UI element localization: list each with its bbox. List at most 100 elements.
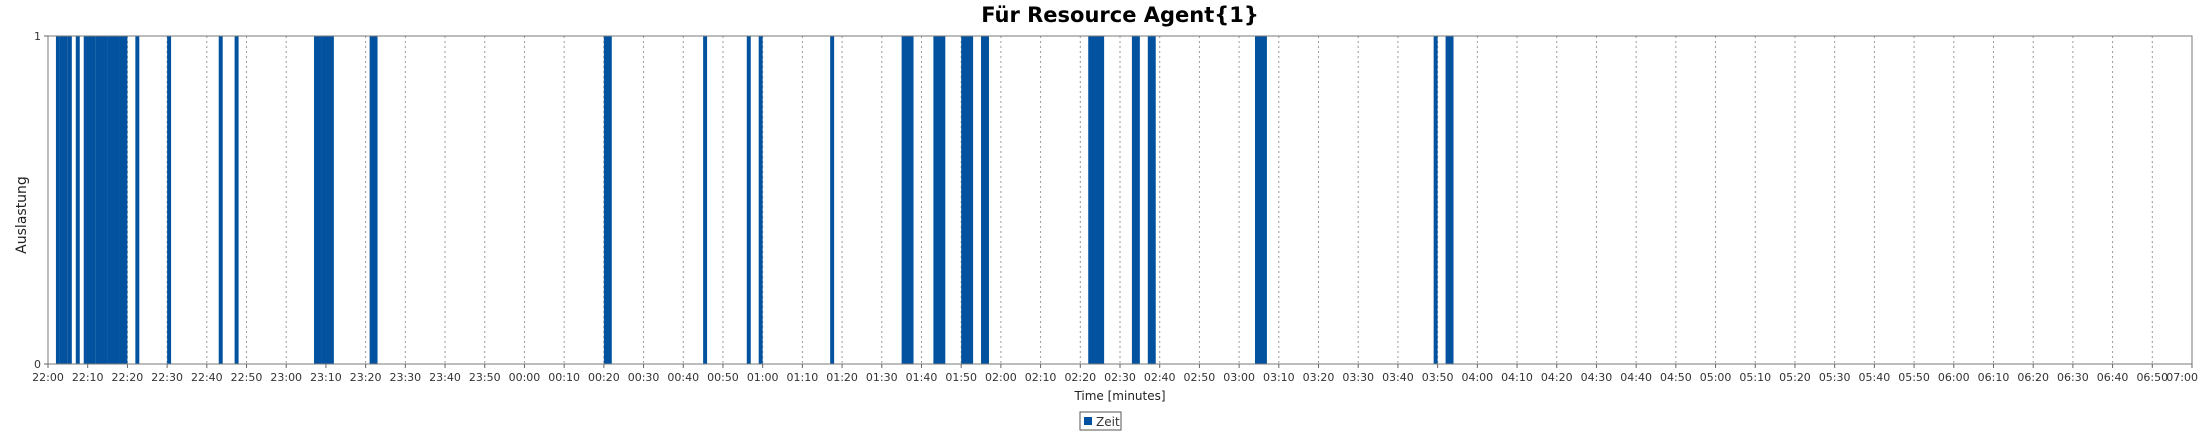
bar (1147, 36, 1156, 364)
x-tick-label: 05:30 (1819, 371, 1851, 384)
bar (1445, 36, 1454, 364)
bar (1433, 36, 1438, 364)
plot-area (48, 36, 2192, 364)
x-axis-label: Time [minutes] (1073, 389, 1165, 403)
x-tick-label: 01:50 (945, 371, 977, 384)
x-tick-label: 04:30 (1581, 371, 1613, 384)
x-tick-label: 00:40 (667, 371, 699, 384)
x-tick-label: 05:40 (1859, 371, 1891, 384)
bar (107, 36, 120, 364)
x-tick-label: 04:40 (1620, 371, 1652, 384)
x-tick-label: 03:10 (1263, 371, 1295, 384)
x-tick-label: 06:20 (2017, 371, 2049, 384)
x-tick-label: 23:10 (310, 371, 342, 384)
bar (75, 36, 80, 364)
x-tick-label: 23:40 (429, 371, 461, 384)
x-tick-label: 22:10 (72, 371, 104, 384)
x-tick-label: 06:30 (2057, 371, 2089, 384)
x-tick-label: 06:10 (1978, 371, 2010, 384)
bar (603, 36, 612, 364)
x-tick-label: 01:20 (826, 371, 858, 384)
bar (901, 36, 914, 364)
x-tick-label: 05:50 (1898, 371, 1930, 384)
x-tick-label: 04:50 (1660, 371, 1692, 384)
bar (369, 36, 378, 364)
x-tick-label: 02:50 (1184, 371, 1216, 384)
chart-title: Für Resource Agent{1} (981, 3, 1259, 27)
bar (55, 36, 60, 364)
legend-box (1079, 411, 1122, 431)
bar (1131, 36, 1140, 364)
x-tick-label: 00:00 (509, 371, 541, 384)
x-tick-label: 02:00 (985, 371, 1017, 384)
x-tick-label: 02:40 (1144, 371, 1176, 384)
bar (1088, 36, 1105, 364)
bar (314, 36, 322, 364)
x-tick-label: 03:20 (1303, 371, 1335, 384)
bar (1254, 36, 1267, 364)
x-tick-label: 01:00 (747, 371, 779, 384)
x-tick-label: 05:00 (1700, 371, 1732, 384)
y-tick-label: 1 (34, 30, 41, 43)
x-tick-label: 05:10 (1739, 371, 1771, 384)
x-tick-label: 23:00 (270, 371, 302, 384)
bar (746, 36, 751, 364)
x-tick-label: 01:10 (787, 371, 819, 384)
x-tick-label: 05:20 (1779, 371, 1811, 384)
x-tick-label: 06:50 (2136, 371, 2168, 384)
x-tick-label: 00:10 (548, 371, 580, 384)
x-tick-label: 22:50 (231, 371, 263, 384)
x-tick-label: 22:20 (112, 371, 144, 384)
bar (83, 36, 96, 364)
plot-background (48, 36, 2192, 364)
bar (321, 36, 334, 364)
bar (119, 36, 128, 364)
x-tick-label: 07:00 (2166, 371, 2198, 384)
x-tick-label: 03:40 (1382, 371, 1414, 384)
axes (44, 35, 2193, 368)
x-tick-label: 04:20 (1541, 371, 1573, 384)
bar (981, 36, 989, 364)
x-tick-label: 04:10 (1501, 371, 1533, 384)
x-tick-label: 03:50 (1422, 371, 1454, 384)
x-tick-label: 06:00 (1938, 371, 1970, 384)
y-tick-label: 0 (34, 358, 41, 371)
bar (95, 36, 108, 364)
x-tick-label: 22:40 (191, 371, 223, 384)
x-tick-label: 03:30 (1342, 371, 1374, 384)
x-tick-label: 02:20 (1064, 371, 1096, 384)
bar (758, 36, 763, 364)
x-tick-label: 00:30 (628, 371, 660, 384)
x-tick-label: 23:20 (350, 371, 382, 384)
x-tick-label: 02:10 (1025, 371, 1057, 384)
legend-swatch (1084, 417, 1092, 425)
x-tick-label: 00:20 (588, 371, 620, 384)
bar (218, 36, 223, 364)
bar (234, 36, 239, 364)
x-tick-label: 22:00 (32, 371, 64, 384)
bar (933, 36, 946, 364)
x-tick-label: 06:40 (2097, 371, 2129, 384)
legend-label: Zeit (1096, 415, 1120, 429)
x-tick-label: 03:00 (1223, 371, 1255, 384)
bar (830, 36, 835, 364)
bar (135, 36, 140, 364)
x-tick-labels: 22:00 22:10 22:20 22:30 22:40 22:50 23:00 23:10… (32, 371, 2198, 384)
x-tick-label: 02:30 (1104, 371, 1136, 384)
bar (703, 36, 708, 364)
legend: Zeit (1079, 411, 1122, 431)
bars (55, 36, 1454, 364)
x-tick-label: 22:30 (151, 371, 183, 384)
bar (167, 36, 172, 364)
x-tick-label: 23:50 (469, 371, 501, 384)
x-tick-label: 01:30 (866, 371, 898, 384)
bar (67, 36, 72, 364)
x-tick-label: 01:40 (906, 371, 938, 384)
y-axis-label: Auslastung (14, 176, 30, 254)
x-tick-label: 00:50 (707, 371, 739, 384)
x-tick-label: 04:00 (1461, 371, 1493, 384)
bar (59, 36, 68, 364)
x-tick-label: 23:30 (389, 371, 421, 384)
y-tick-labels: 01 (34, 30, 41, 371)
